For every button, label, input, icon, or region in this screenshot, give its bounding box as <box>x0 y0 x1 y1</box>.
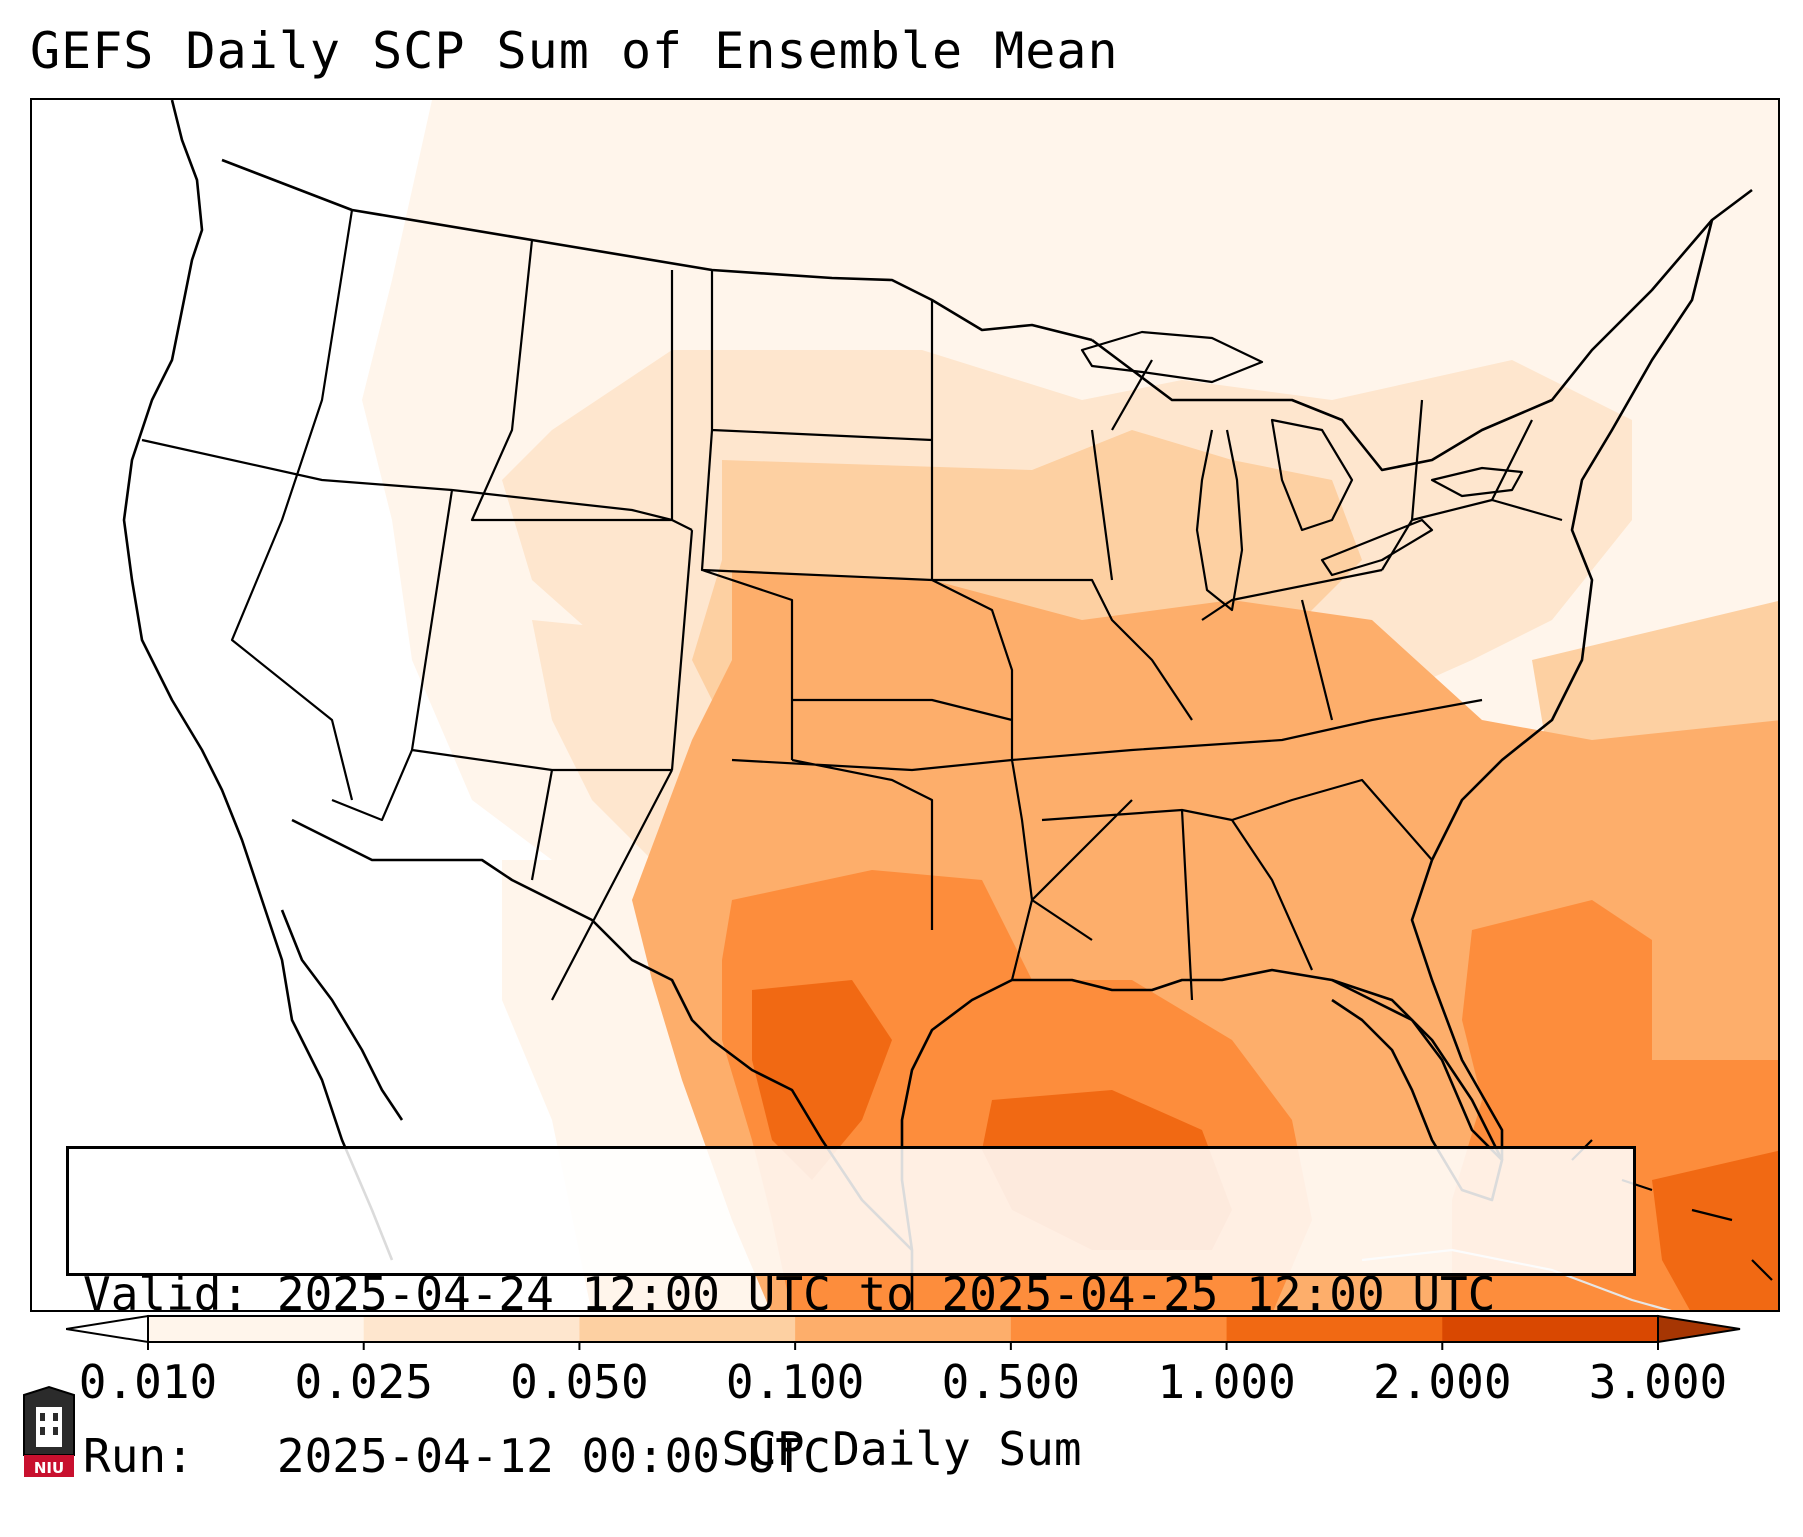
valid-row: Valid: 2025-04-24 12:00 UTC to 2025-04-2… <box>83 1267 1619 1321</box>
great-lakes-border-line <box>1091 188 1753 472</box>
valid-value: 2025-04-24 12:00 UTC to 2025-04-25 12:00… <box>276 1267 1496 1321</box>
scp-field-highest-region-atlantic <box>1652 1150 1778 1310</box>
run-row: Run: 2025-04-12 00:00 UTC <box>83 1429 1619 1483</box>
state-lines <box>141 209 1563 1001</box>
colorbar-outline <box>147 1315 1659 1343</box>
lake-erie-outline <box>1320 518 1434 577</box>
colorbar-segment <box>363 1316 580 1342</box>
colorbar-over-extend <box>1657 1314 1741 1344</box>
colorbar-title: SCP Daily Sum <box>721 1422 1082 1476</box>
west-coast-line <box>122 100 394 1261</box>
colorbar-segment <box>148 1316 365 1342</box>
map-svg <box>122 100 1778 1310</box>
colorbar-tick-labels: 0.010 0.025 0.050 0.100 0.500 1.000 2.000 3.000 <box>0 1355 1803 1415</box>
colorbar-tick-label: 1.000 <box>1157 1355 1296 1409</box>
niu-logo-band <box>24 1455 74 1477</box>
map-boundaries <box>122 100 1773 1310</box>
scp-field <box>362 100 1778 1310</box>
valid-run-info-box: Valid: 2025-04-24 12:00 UTC to 2025-04-2… <box>66 1146 1636 1483</box>
colorbar-segment <box>1010 1316 1228 1342</box>
colorbar-tick-label: 3.000 <box>1588 1355 1728 1409</box>
colorbar-tick-label: 0.100 <box>725 1355 865 1409</box>
canada-us-border-line <box>221 158 1093 342</box>
east-coast-line <box>1410 219 1714 1160</box>
colorbar-tick-label: 0.010 <box>78 1355 218 1409</box>
valid-label: Valid: <box>83 1267 250 1321</box>
lake-huron-outline <box>1270 418 1354 532</box>
colorbar-tick-label: 0.500 <box>941 1355 1081 1409</box>
colorbar-under-extend <box>66 1314 149 1344</box>
colorbar-segment <box>1442 1316 1659 1342</box>
scp-field-highest-region-texas <box>752 980 892 1180</box>
colorbar-segment <box>579 1316 796 1342</box>
run-label: Run: <box>83 1429 194 1483</box>
colorbar-tick-label: 2.000 <box>1373 1355 1512 1409</box>
scp-field-lightest-region-2 <box>502 860 730 1310</box>
niu-logo-building <box>36 1407 62 1447</box>
lake-superior-outline <box>1080 330 1264 384</box>
colorbar-segment <box>1226 1316 1443 1342</box>
texas-mexico-border-line <box>291 818 913 1251</box>
colorbar-tick-label: 0.025 <box>294 1355 433 1409</box>
niu-logo-icon: NIU <box>23 1385 75 1477</box>
map-panel <box>30 98 1780 1312</box>
lake-ontario-outline <box>1430 466 1524 498</box>
colorbar-segment <box>795 1316 1012 1342</box>
map-title: GEFS Daily SCP Sum of Ensemble Mean <box>30 22 1119 80</box>
colorbar <box>66 1314 1741 1350</box>
niu-logo-text: NIU <box>34 1459 64 1477</box>
gulf-coast-line <box>900 968 1503 1310</box>
run-value: 2025-04-12 00:00 UTC <box>276 1429 831 1483</box>
lake-michigan-outline <box>1195 429 1244 612</box>
colorbar-tick-label: 0.050 <box>510 1355 649 1409</box>
baja-peninsula-line <box>280 909 404 1121</box>
